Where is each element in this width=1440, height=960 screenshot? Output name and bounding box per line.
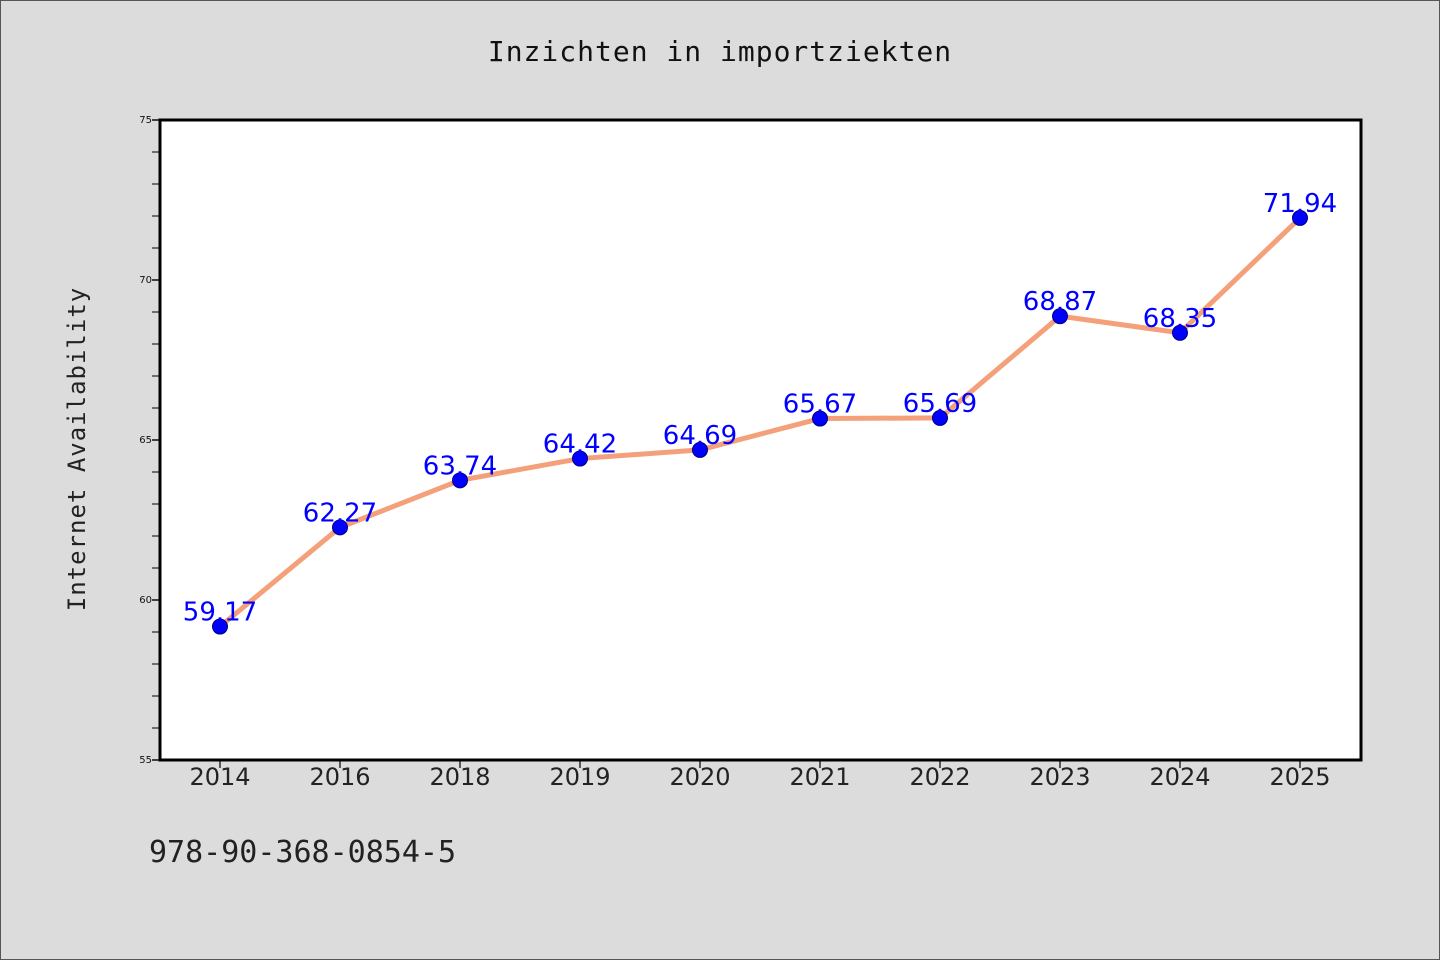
data-point xyxy=(932,409,948,426)
data-point xyxy=(812,410,828,427)
x-tick-label: 2023 xyxy=(1029,763,1090,791)
data-point xyxy=(1292,209,1308,226)
data-point xyxy=(212,618,228,635)
x-tick-label: 2019 xyxy=(549,763,610,791)
data-label: 65.67 xyxy=(783,390,857,420)
x-tick-label: 2021 xyxy=(789,763,850,791)
y-tick-label: 75 xyxy=(139,115,152,126)
data-label: 63.74 xyxy=(423,451,497,481)
y-tick-label: 55 xyxy=(139,755,152,766)
data-label: 68.35 xyxy=(1143,304,1217,334)
plot-area xyxy=(158,118,1363,762)
data-label: 71.94 xyxy=(1263,189,1337,219)
chart-title: Inzichten in importziekten xyxy=(487,35,953,68)
x-tick-label: 2016 xyxy=(309,763,370,791)
series-line xyxy=(217,215,1303,630)
y-tick-label: 60 xyxy=(139,595,152,606)
isbn-code: 978-90-368-0854-5 xyxy=(149,835,457,870)
data-point xyxy=(692,441,708,458)
data-label: 59.17 xyxy=(183,598,257,628)
data-label: 64.42 xyxy=(543,430,617,460)
x-tick-label: 2024 xyxy=(1149,763,1210,791)
y-tick-label: 65 xyxy=(139,435,152,446)
x-tick-label: 2018 xyxy=(429,763,490,791)
x-tick-label: 2025 xyxy=(1269,763,1330,791)
x-tick-label: 2020 xyxy=(669,763,730,791)
data-point xyxy=(452,472,468,489)
x-tick-label: 2014 xyxy=(189,763,250,791)
data-point xyxy=(332,519,348,536)
data-point xyxy=(1172,324,1188,341)
data-label: 62.27 xyxy=(303,498,377,528)
data-point xyxy=(572,450,588,467)
data-label: 65.69 xyxy=(903,389,977,419)
y-tick-label: 70 xyxy=(139,275,152,286)
data-label: 68.87 xyxy=(1023,287,1097,317)
data-point xyxy=(1052,308,1068,325)
x-tick-label: 2022 xyxy=(909,763,970,791)
data-label: 64.69 xyxy=(663,421,737,451)
